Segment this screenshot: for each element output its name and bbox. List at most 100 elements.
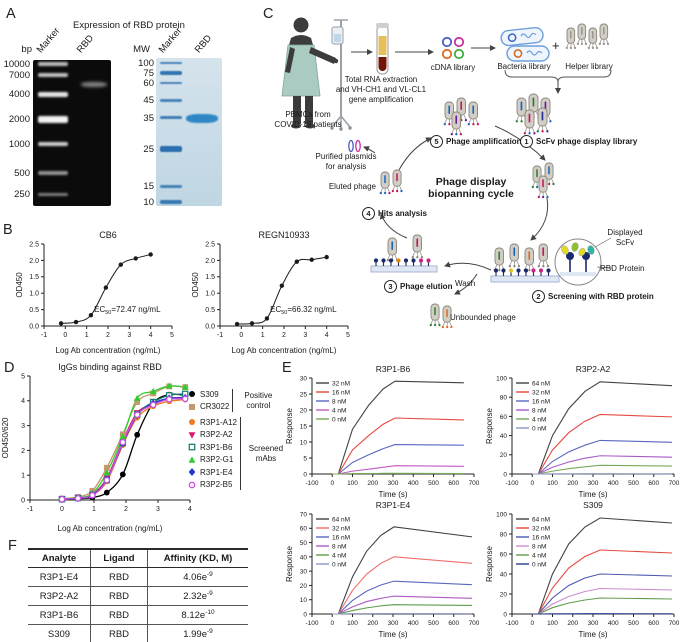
- svg-text:400: 400: [608, 480, 619, 487]
- phage-icon: [565, 27, 577, 50]
- table-row: R3P1-B6 RBD 8.12e-10: [28, 605, 248, 626]
- svg-text:OD450: OD450: [191, 272, 200, 298]
- svg-text:0.0: 0.0: [29, 323, 39, 330]
- phage-icon: [536, 107, 549, 133]
- protein-gel-image: [156, 58, 222, 206]
- patient-icon: [281, 17, 352, 131]
- arrow-to-plasmids: [363, 146, 376, 154]
- phage-icon: [391, 169, 403, 193]
- svg-text:IgGs binding against RBD: IgGs binding against RBD: [58, 362, 162, 372]
- svg-text:50: 50: [300, 540, 308, 547]
- blood-tube-icon: [376, 23, 389, 75]
- protein-gel-unit: MW: [133, 44, 150, 55]
- svg-text:1: 1: [92, 506, 96, 513]
- step-1-label: ScFv phage display library: [536, 137, 638, 146]
- svg-text:80: 80: [500, 531, 508, 538]
- svg-text:4: 4: [325, 332, 329, 339]
- svg-text:32 nM: 32 nM: [532, 525, 550, 532]
- svg-text:600: 600: [648, 620, 659, 627]
- ladder-band: [38, 171, 68, 175]
- phage-icons: [373, 23, 610, 329]
- phage-icon: [386, 237, 399, 262]
- svg-text:400: 400: [408, 620, 419, 627]
- svg-text:-1: -1: [41, 332, 47, 339]
- phage-icon: [537, 243, 550, 268]
- ladder-band: [160, 116, 182, 120]
- svg-text:100: 100: [347, 620, 358, 627]
- legend-marker-icon: [188, 443, 196, 451]
- svg-text:16 nM: 16 nM: [332, 389, 350, 396]
- ladder-band: [160, 81, 182, 85]
- svg-text:700: 700: [469, 620, 480, 627]
- ladder-band: [160, 184, 182, 188]
- legend-item-label: R3P2-A2: [200, 430, 233, 440]
- svg-text:100: 100: [547, 480, 558, 487]
- step-4: 4 Hits analysis: [362, 207, 427, 220]
- gel-ladder-label: 10: [143, 197, 154, 208]
- panel-b-label: B: [3, 222, 13, 238]
- gel-ladder-label: 15: [143, 181, 154, 192]
- svg-text:0: 0: [303, 471, 307, 478]
- chart-cb6: -1 0 1 2 3 4 5 0.0 0.5 1.0 1.5 2.0 2.5 CB6 Log Ab conc…: [15, 230, 174, 355]
- svg-text:EC50=72.47 ng/mL: EC50=72.47 ng/mL: [94, 305, 161, 316]
- displayed-scfv-label: Displayed ScFv: [607, 228, 643, 247]
- gel-ladder-label: 250: [14, 189, 30, 201]
- step-5-number: 5: [430, 135, 443, 148]
- phage-icon: [587, 27, 599, 50]
- svg-text:2.0: 2.0: [205, 258, 215, 265]
- svg-text:20: 20: [300, 407, 308, 414]
- svg-text:20: 20: [500, 452, 508, 459]
- svg-text:32 nM: 32 nM: [532, 389, 550, 396]
- ladder-band: [160, 146, 182, 152]
- table-row: S309 RBD 1.99e-9: [28, 624, 248, 642]
- ladder-band: [38, 141, 68, 146]
- svg-text:3: 3: [156, 506, 160, 513]
- elution-surface: [370, 265, 438, 273]
- svg-text:500: 500: [628, 620, 639, 627]
- svg-text:100: 100: [347, 480, 358, 487]
- table-cell: 4.06e-9: [147, 567, 248, 588]
- legend-marker-icon: [188, 456, 196, 463]
- svg-text:8 nM: 8 nM: [532, 407, 546, 414]
- phage-icon: [537, 175, 549, 199]
- svg-text:0: 0: [60, 506, 64, 513]
- svg-text:1: 1: [261, 332, 265, 339]
- table-header: Affinity (KD, M): [147, 549, 248, 568]
- svg-text:2: 2: [124, 506, 128, 513]
- table-cell: R3P1-B6: [28, 605, 91, 626]
- svg-text:1: 1: [85, 332, 89, 339]
- table-cell: RBD: [90, 567, 148, 588]
- svg-text:15: 15: [300, 423, 308, 430]
- protein-lane-rbd: RBD: [192, 32, 215, 56]
- svg-text:60: 60: [300, 526, 308, 533]
- chart-spr-s309: -100 0 100 200 300 400 500 600 700 0 20 40 60 80 100 S3…: [485, 500, 680, 639]
- svg-text:2: 2: [21, 448, 25, 455]
- svg-text:3: 3: [21, 423, 25, 430]
- arrow-cycle-2: [530, 197, 549, 241]
- svg-text:32 nM: 32 nM: [332, 380, 350, 387]
- svg-text:32 nM: 32 nM: [332, 525, 350, 532]
- svg-text:60: 60: [500, 414, 508, 421]
- svg-text:Response: Response: [485, 545, 494, 582]
- phage-icon: [441, 305, 453, 329]
- svg-text:2: 2: [282, 332, 286, 339]
- svg-text:0: 0: [530, 620, 534, 627]
- gel-ladder-label: 1000: [8, 138, 30, 150]
- ladder-band: [160, 98, 182, 102]
- svg-text:1.0: 1.0: [29, 291, 39, 298]
- svg-text:Response: Response: [285, 407, 294, 444]
- gel-ladder-label: 45: [143, 95, 154, 107]
- svg-text:REGN10933: REGN10933: [258, 230, 309, 240]
- legend-marker-icon: [189, 403, 195, 410]
- svg-text:20: 20: [500, 591, 508, 598]
- table-cell: 2.32e-9: [147, 586, 248, 607]
- gel-ladder-label: 10000: [3, 59, 30, 71]
- ladder-band: [160, 71, 182, 75]
- svg-text:4: 4: [188, 506, 192, 513]
- gel-ladder-label: 35: [143, 112, 154, 124]
- gel-ladder-label: 500: [14, 168, 30, 180]
- svg-text:4 nM: 4 nM: [532, 416, 546, 423]
- dna-gel-image: [33, 60, 111, 206]
- svg-text:1.0: 1.0: [205, 291, 215, 298]
- svg-text:100: 100: [547, 620, 558, 627]
